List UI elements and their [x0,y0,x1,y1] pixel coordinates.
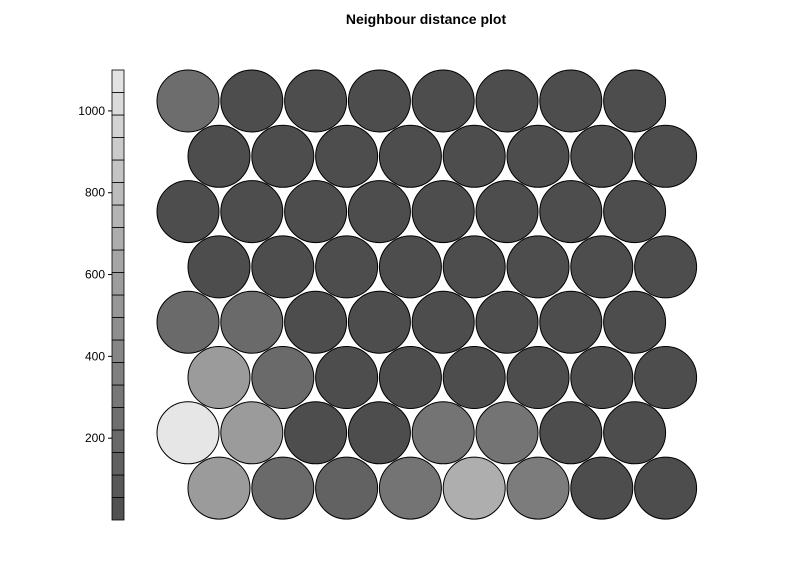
colorbar-step [111,272,125,296]
colorbar-step [111,159,125,183]
colorbar-step [111,429,125,453]
hex-cell [315,235,379,299]
hex-cell [251,124,315,188]
hex-cell [315,456,379,520]
hex-cell [284,401,348,465]
colorbar-step [111,474,125,498]
hex-cell [539,401,603,465]
colorbar-tick-label: 600 [85,268,105,282]
hex-cell [251,456,315,520]
colorbar-tick-label: 400 [85,349,105,363]
colorbar-step [111,69,125,93]
hex-cell [187,456,251,520]
hex-cell [378,456,442,520]
hex-cell [442,456,506,520]
hex-cell [475,180,539,244]
colorbar-step [111,92,125,116]
hex-cell [506,346,570,409]
hex-cell [603,401,667,465]
colorbar-tick-label: 1000 [78,104,105,118]
colorbar-step [111,204,125,228]
hex-cell [156,69,220,133]
hex-cell [603,180,667,244]
colorbar-step [111,497,125,521]
hex-grid [156,69,698,520]
hex-cell [347,290,411,354]
hex-cell [475,69,539,133]
hex-cell [539,180,603,244]
hex-cell [347,69,411,133]
hex-cell [315,124,379,188]
hex-cell [442,235,506,299]
hex-cell [411,290,475,354]
hex-cell [347,401,411,465]
hex-cell [284,180,348,244]
hex-cell [442,124,506,188]
hex-cell [187,124,251,188]
hex-cell [570,124,634,188]
hex-cell [315,346,379,409]
hex-cell [220,401,284,465]
hex-cell [475,401,539,465]
hex-cell [284,290,348,354]
hex-cell [187,235,251,299]
hex-cell [411,401,475,465]
hex-cell [220,69,284,133]
hex-cell [634,124,698,188]
hex-cell [378,124,442,188]
hex-cell [251,235,315,299]
hex-cell [411,69,475,133]
hex-cell [634,346,698,409]
colorbar-step [111,227,125,251]
colorbar-step [111,294,125,318]
hex-cell [603,69,667,133]
hex-cell [634,456,698,520]
colorbar: 200 400 600 800 1000 [78,69,125,521]
hex-cell [378,346,442,409]
hex-cell [156,180,220,244]
hex-cell [570,235,634,299]
hex-cell [506,235,570,299]
hex-cell [442,346,506,409]
colorbar-step [111,339,125,363]
hex-cell [284,69,348,133]
hex-cell [539,69,603,133]
hex-cell [220,290,284,354]
hex-cell [603,290,667,354]
hex-cell [411,180,475,244]
colorbar-step [111,384,125,408]
hex-cell [506,456,570,520]
hex-cell [475,290,539,354]
colorbar-tick-label: 200 [85,431,105,445]
colorbar-step [111,249,125,273]
colorbar-tick-label: 800 [85,186,105,200]
hex-cell [570,456,634,520]
colorbar-step [111,362,125,386]
colorbar-step [111,114,125,138]
hex-cell [187,346,251,409]
colorbar-step [111,182,125,206]
hex-cell [378,235,442,299]
hex-cell [506,124,570,188]
hex-cell [539,290,603,354]
chart-title: Neighbour distance plot [345,11,507,27]
colorbar-step [111,452,125,476]
colorbar-step [111,407,125,431]
hex-cell [156,401,220,465]
hex-cell [634,235,698,299]
colorbar-step [111,137,125,161]
hex-cell [347,180,411,244]
hex-cell [570,346,634,409]
hex-cell [220,180,284,244]
colorbar-step [111,317,125,341]
hex-cell [251,346,315,409]
hex-cell [156,290,220,354]
